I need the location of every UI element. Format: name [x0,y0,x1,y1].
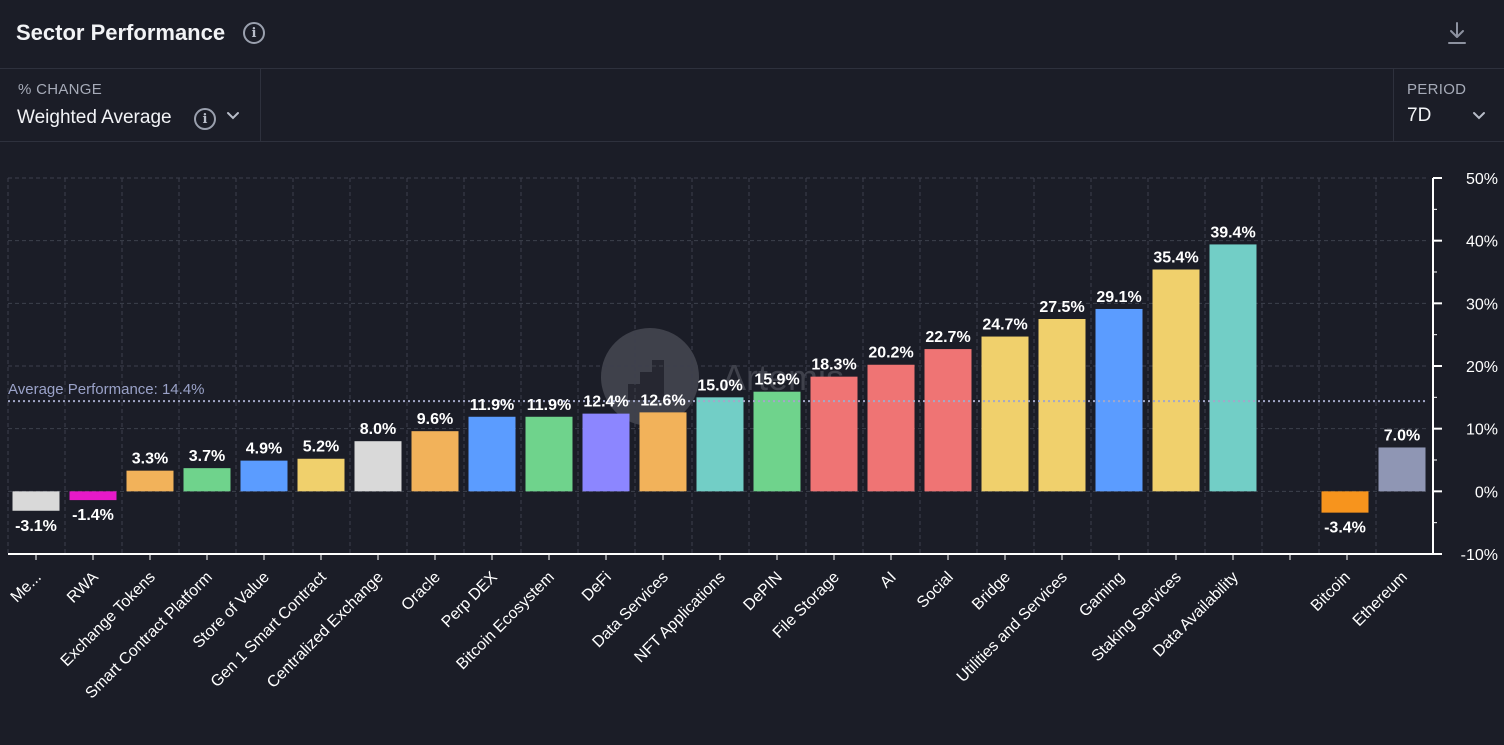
bar [12,491,60,511]
divider [1393,69,1394,141]
sector-bar-chart: Artemis Average Performance: 14.4% -10%0… [7,171,1498,702]
bar [126,470,174,492]
divider [260,69,261,141]
category-label: Ethereum [1350,569,1411,630]
bar-value-label: 22.7% [925,329,970,346]
bar-value-label: 9.6% [417,411,453,428]
bar-value-label: 18.3% [811,357,856,374]
bars [12,244,1426,513]
bar-value-label: 20.2% [868,345,913,362]
average-label: Average Performance: 14.4% [8,381,205,398]
category-label: Bitcoin [1308,569,1354,615]
bar-value-label: 7.0% [1384,427,1420,444]
category-label: Centralized Exchange [264,569,387,692]
bar [354,441,402,492]
bar [981,336,1029,492]
bar [1038,319,1086,492]
bar [525,416,573,492]
bar [468,416,516,492]
bar-value-label: 3.3% [132,451,168,468]
y-tick-label: 10% [1466,422,1498,439]
controls-bar: % CHANGE Weighted Average i PERIOD 7D [0,69,1504,142]
bar [582,413,630,492]
header-bar: Sector Performance i [0,0,1504,69]
bar-value-label: 8.0% [360,421,396,438]
bar [69,491,117,501]
average-line-group: Average Performance: 14.4% [8,381,1428,403]
category-label: Bitcoin Ecosystem [453,569,557,673]
bar [639,412,687,492]
bar [1209,244,1257,492]
bar [240,460,288,492]
bar [924,349,972,492]
period-dropdown[interactable]: PERIOD 7D [1394,69,1504,141]
info-icon[interactable]: i [194,108,216,130]
period-value: 7D [1407,105,1432,126]
category-label: Gaming [1076,569,1128,621]
change-dropdown[interactable]: % CHANGE Weighted Average i [0,69,260,141]
bar [183,468,231,492]
bar [297,458,345,492]
category-label: DeFi [579,569,615,605]
bar-value-label: -1.4% [72,507,114,524]
y-tick-label: 30% [1466,296,1498,313]
bar [1321,491,1369,513]
chevron-down-icon [227,112,239,120]
bar [753,391,801,492]
period-label: PERIOD [1407,81,1467,98]
bar-value-label: 24.7% [982,317,1027,334]
bar-value-label: 39.4% [1210,224,1255,241]
bar [867,364,915,492]
y-tick-label: 50% [1466,171,1498,188]
bar-value-label: 35.4% [1153,249,1198,266]
bar-value-label: 4.9% [246,441,282,458]
axes: -10% 0% 10% 20% 30% 40% 50% [8,171,1498,564]
bar-value-label: 11.9% [470,397,514,414]
change-label: % CHANGE [18,81,103,98]
download-icon[interactable] [1446,21,1468,45]
change-value: Weighted Average [17,107,172,128]
bar-value-label: 11.9% [527,397,571,414]
category-label: Me... [8,569,45,606]
category-label: AI [877,569,900,592]
bar [696,397,744,492]
category-label: Social [914,569,957,612]
bar-value-label: 27.5% [1039,299,1084,316]
category-label: Gen 1 Smart Contract [208,568,330,690]
category-label: Bridge [969,569,1014,614]
bar-value-label: 3.7% [189,448,225,465]
y-tick-label: 40% [1466,234,1498,251]
category-label: RWA [64,569,102,607]
category-label: Oracle [398,569,443,614]
bar-value-label: 12.6% [640,392,685,409]
category-label: Exchange Tokens [58,569,159,670]
bar-value-label: 15.9% [754,372,799,389]
bar-value-label: -3.1% [15,518,57,535]
bar-value-label: 12.4% [583,394,628,411]
y-tick-label: -10% [1461,547,1498,564]
bar-value-label: -3.4% [1324,520,1366,537]
bar-value-label: 5.2% [303,439,339,456]
chevron-down-icon [1473,112,1485,120]
page-title: Sector Performance [16,20,226,45]
bar-value-label: 15.0% [697,377,742,394]
info-icon[interactable]: i [243,22,265,44]
value-labels: -3.1% -1.4% 3.3% 3.7% 4.9% 5.2% 8.0% 9.6% 11.9% 1… [15,224,1420,536]
bar-value-label: 29.1% [1096,289,1141,306]
bar [1378,447,1426,492]
category-label: DePIN [740,569,785,614]
y-tick-label: 0% [1475,484,1498,501]
bar [810,376,858,492]
category-label: Utilities and Services [954,569,1071,686]
bar [1152,269,1200,492]
bar [411,431,459,492]
y-tick-label: 20% [1466,359,1498,376]
